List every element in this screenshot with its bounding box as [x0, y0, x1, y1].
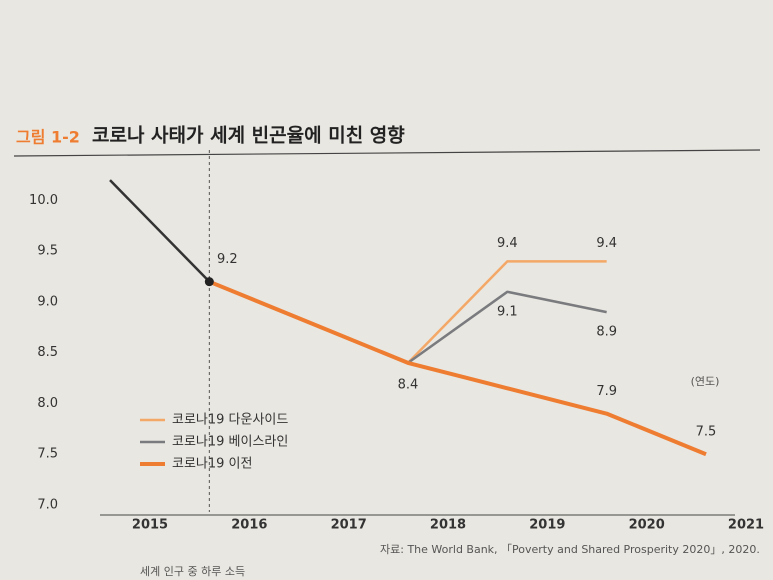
legend-label: 코로나19 다운사이드: [172, 413, 288, 428]
x-unit: (연도): [691, 375, 720, 388]
y-tick-label: 9.5: [37, 244, 58, 259]
data-label: 9.1: [497, 304, 518, 319]
data-label: 8.9: [596, 325, 617, 340]
series-line: [208, 279, 707, 457]
chart-title: 코로나 사태가 세계 빈곤율에 미친 영향: [92, 125, 405, 147]
x-tick-label: 2018: [430, 518, 466, 533]
footnote: 세계 인구 중 하루 소득: [140, 564, 245, 578]
title-rule: [13, 149, 761, 157]
point-marker: [204, 277, 214, 287]
data-label: 9.2: [217, 252, 238, 267]
x-tick-label: 2021: [728, 518, 764, 533]
data-label: 8.4: [398, 377, 419, 392]
data-label: 9.4: [497, 236, 518, 251]
data-label: 9.4: [596, 236, 617, 251]
y-tick-label: 8.5: [37, 345, 58, 360]
data-label: 7.5: [696, 425, 717, 440]
series-line: [407, 260, 607, 364]
x-tick-label: 2016: [231, 518, 267, 533]
y-tick-label: 7.5: [37, 447, 58, 462]
x-tick-label: 2015: [132, 518, 168, 533]
y-tick-label: 9.0: [37, 294, 58, 309]
legend-label: 코로나19 베이스라인: [172, 435, 288, 450]
x-tick-label: 2017: [331, 518, 367, 533]
y-tick-label: 8.0: [37, 396, 58, 411]
legend-label: 코로나19 이전: [172, 457, 252, 472]
series-line: [109, 179, 211, 283]
figure-label: 그림 1-2: [16, 128, 80, 147]
source: 자료: The World Bank, 「Poverty and Shared …: [380, 543, 760, 556]
x-tick-label: 2019: [529, 518, 565, 533]
series-line: [407, 290, 607, 364]
y-tick-label: 7.0: [37, 498, 58, 513]
x-tick-label: 2020: [629, 518, 665, 533]
y-tick-label: 10.0: [29, 193, 58, 208]
data-label: 7.9: [596, 384, 617, 399]
